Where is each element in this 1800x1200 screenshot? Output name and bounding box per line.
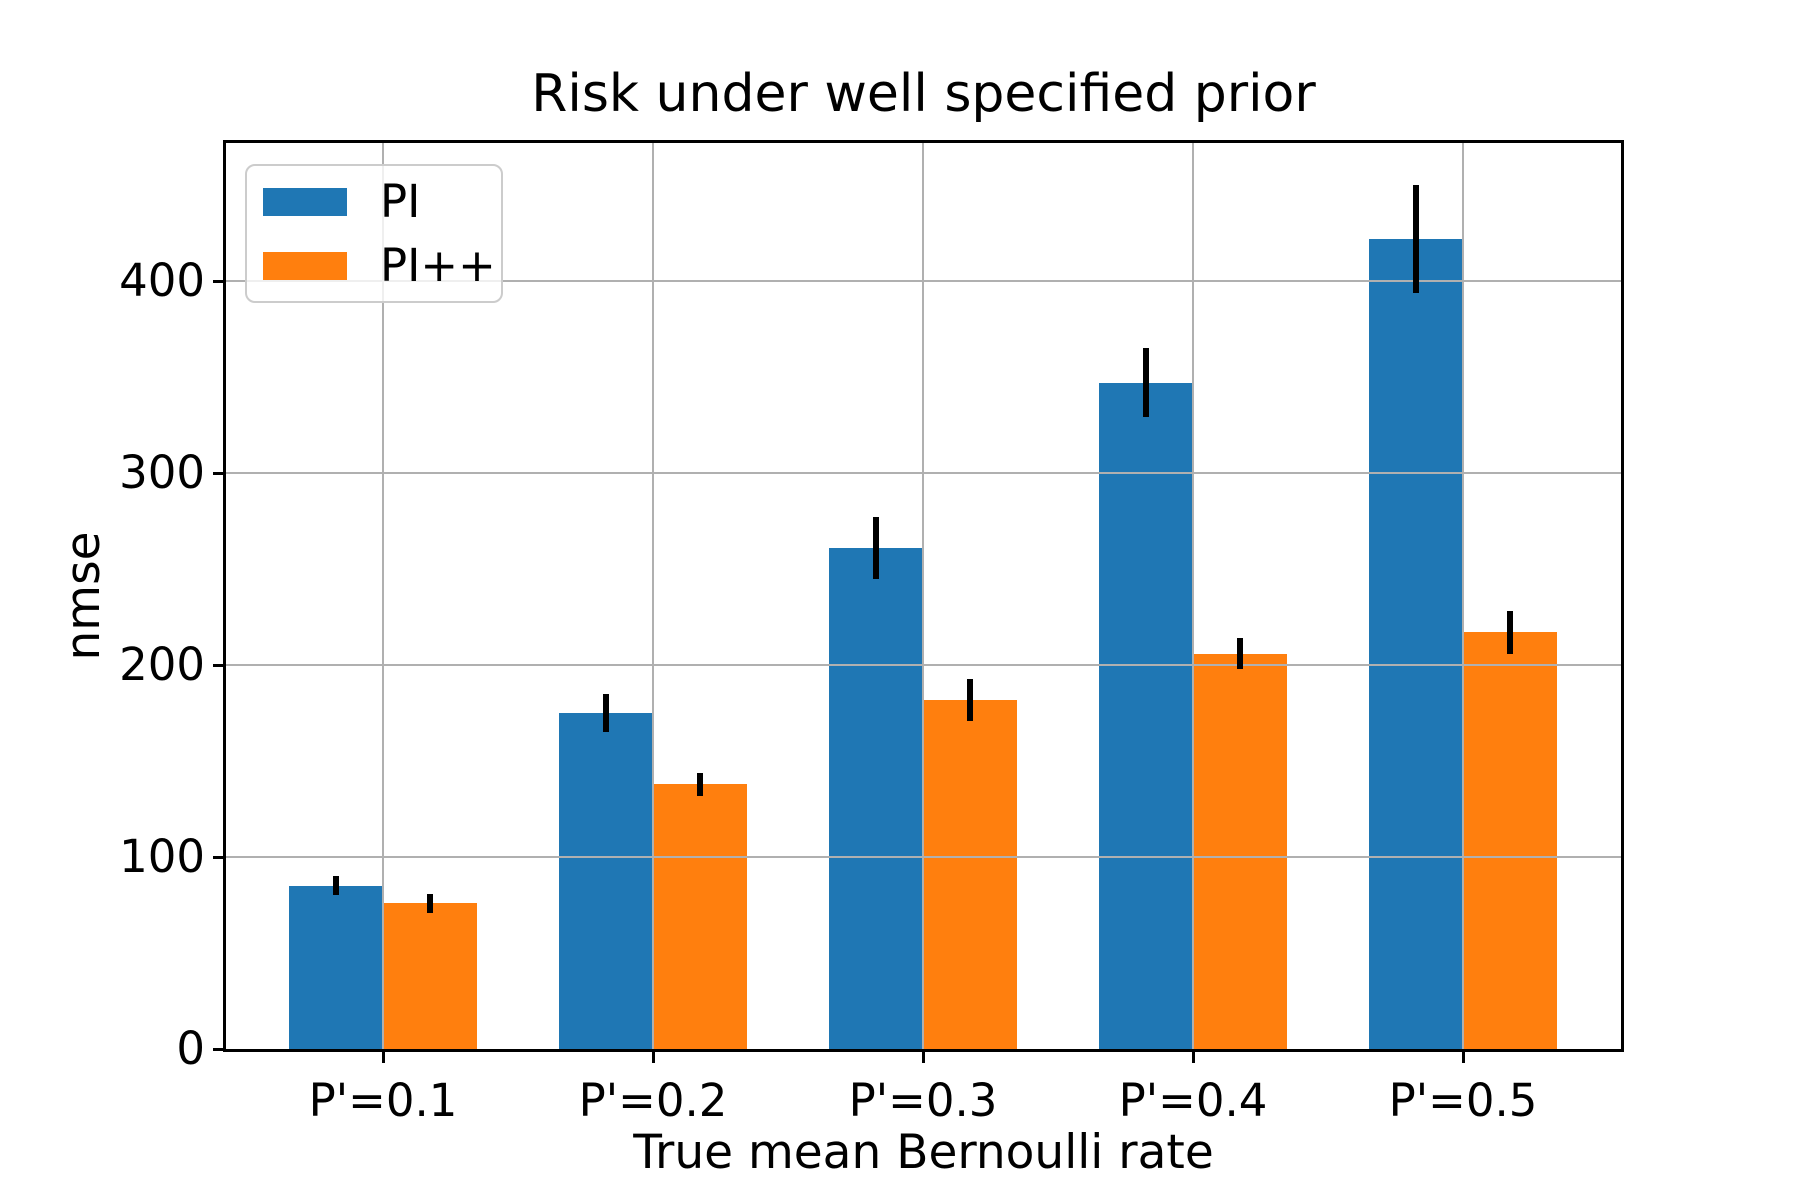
y-tick-label-100: 100 <box>119 830 205 884</box>
legend: PI PI++ <box>245 164 503 303</box>
legend-swatch-pi <box>263 187 347 216</box>
y-tick-200 <box>213 663 226 667</box>
legend-swatch-pi-plus-plus <box>263 251 347 280</box>
bar-piplusplus-4 <box>1463 632 1557 1049</box>
gridline-x-3 <box>1191 143 1195 1049</box>
x-tick-label-0: P'=0.1 <box>308 1074 458 1127</box>
y-tick-100 <box>213 855 226 859</box>
y-tick-300 <box>213 471 226 475</box>
x-axis-label: True mean Bernoulli rate <box>633 1125 1214 1180</box>
bar-piplusplus-2 <box>923 699 1017 1049</box>
errorbar-pi-1 <box>603 693 609 733</box>
bar-pi-3 <box>1099 382 1193 1049</box>
gridline-x-0 <box>381 143 385 1049</box>
x-tick-1 <box>651 1050 655 1063</box>
x-tick-4 <box>1461 1050 1465 1063</box>
gridline-x-1 <box>651 143 655 1049</box>
bar-pi-1 <box>559 713 653 1049</box>
bar-pi-4 <box>1369 238 1463 1049</box>
errorbar-piplusplus-3 <box>1237 638 1243 669</box>
y-tick-label-0: 0 <box>176 1022 205 1075</box>
y-tick-400 <box>213 279 226 283</box>
bar-piplusplus-1 <box>653 784 747 1049</box>
x-tick-label-4: P'=0.5 <box>1388 1074 1538 1127</box>
errorbar-pi-2 <box>873 517 879 579</box>
legend-entry-pi: PI <box>263 174 501 230</box>
errorbar-piplusplus-2 <box>967 678 973 721</box>
legend-label-pi: PI <box>380 174 421 228</box>
errorbar-piplusplus-4 <box>1507 611 1513 654</box>
bar-pi-0 <box>289 885 383 1049</box>
errorbar-piplusplus-0 <box>427 893 433 913</box>
bar-piplusplus-3 <box>1193 653 1287 1049</box>
errorbar-piplusplus-1 <box>697 772 703 796</box>
y-tick-label-400: 400 <box>119 254 205 308</box>
legend-label-pi-plus-plus: PI++ <box>380 238 496 292</box>
gridline-x-2 <box>921 143 925 1049</box>
gridline-x-4 <box>1461 143 1465 1049</box>
y-tick-label-300: 300 <box>119 446 205 500</box>
y-tick-label-200: 200 <box>119 638 205 692</box>
bar-piplusplus-0 <box>383 903 477 1049</box>
errorbar-pi-3 <box>1143 348 1149 418</box>
errorbar-pi-0 <box>333 876 339 896</box>
chart-title: Risk under well specified prior <box>531 64 1316 124</box>
y-tick-0 <box>213 1047 226 1051</box>
x-tick-0 <box>381 1050 385 1063</box>
x-tick-label-3: P'=0.4 <box>1118 1074 1268 1127</box>
x-tick-3 <box>1191 1050 1195 1063</box>
errorbar-pi-4 <box>1413 185 1419 293</box>
legend-entry-pi-plus-plus: PI++ <box>263 238 501 294</box>
bar-pi-2 <box>829 548 923 1049</box>
x-tick-label-2: P'=0.3 <box>848 1074 998 1127</box>
x-tick-label-1: P'=0.2 <box>578 1074 728 1127</box>
x-tick-2 <box>921 1050 925 1063</box>
